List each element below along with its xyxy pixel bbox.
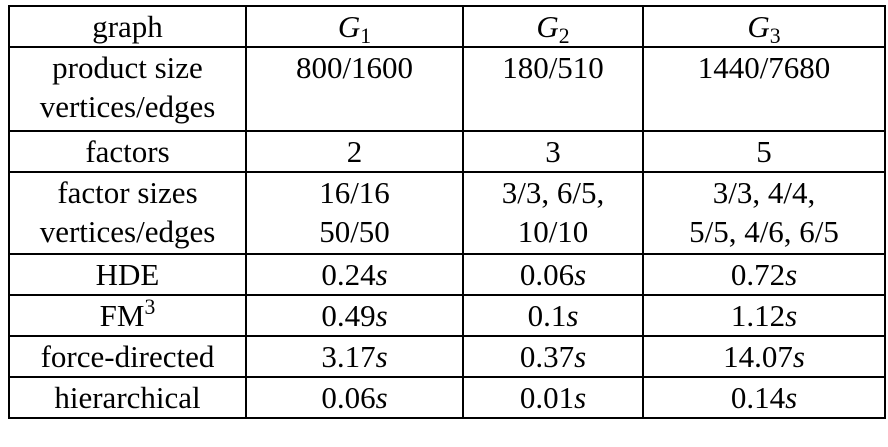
timing-hde-g3: 0.72s xyxy=(642,253,886,296)
header-g1-subscript: 1 xyxy=(360,24,372,49)
timing-force-directed-g2-value: 0.37 xyxy=(519,339,575,374)
timing-hde-g1: 0.24s xyxy=(245,253,464,296)
timing-label-hde: HDE xyxy=(8,253,247,296)
timing-hierarchical-g1-value: 0.06 xyxy=(321,380,376,415)
factors-g3: 5 xyxy=(642,130,886,173)
timing-label-force-directed: force-directed xyxy=(8,335,247,378)
timing-hierarchical-g3-value: 0.14 xyxy=(730,380,786,415)
product-size-row: product size vertices/edges 800/1600 180… xyxy=(8,46,886,132)
product-size-label-cell: product size vertices/edges xyxy=(8,46,247,132)
factor-sizes-g2: 3/3, 6/5, 10/10 xyxy=(462,171,644,255)
factor-sizes-g3-line-2: 5/5, 4/6, 6/5 xyxy=(689,214,839,249)
timing-fm3-g2-unit: s xyxy=(566,298,579,333)
timing-hde-g1-value: 0.24 xyxy=(321,257,376,292)
timing-force-directed-g2: 0.37s xyxy=(462,335,644,378)
factor-sizes-g3: 3/3, 4/4, 5/5, 4/6, 6/5 xyxy=(642,171,886,255)
timing-hierarchical-g2-unit: s xyxy=(574,380,587,415)
timing-fm3-g2-value: 0.1 xyxy=(527,298,567,333)
product-size-label-line-2: vertices/edges xyxy=(39,89,216,124)
product-size-g3: 1440/7680 xyxy=(642,46,886,132)
timing-fm3-g1: 0.49s xyxy=(245,294,464,337)
timing-label-hierarchical: hierarchical xyxy=(8,376,247,419)
factors-g1: 2 xyxy=(245,130,464,173)
timing-label-fm3-text: FM xyxy=(99,298,145,333)
timing-fm3-g3-unit: s xyxy=(785,298,798,333)
header-g2-cell: G2 xyxy=(462,5,644,49)
factor-sizes-label-line-1: factor sizes xyxy=(57,175,198,210)
product-size-label-line-1: product size xyxy=(52,50,203,85)
timing-hierarchical-g2-value: 0.01 xyxy=(519,380,575,415)
timing-fm3-g1-value: 0.49 xyxy=(321,298,376,333)
factor-sizes-row: factor sizes vertices/edges 16/16 50/50 … xyxy=(8,171,886,255)
timing-hde-g1-unit: s xyxy=(375,257,388,292)
timing-hierarchical-g1-unit: s xyxy=(375,380,388,415)
timing-force-directed-g3: 14.07s xyxy=(642,335,886,378)
timing-label-hde-text: HDE xyxy=(95,257,160,292)
header-g2-subscript: 2 xyxy=(558,24,570,49)
product-size-g1: 800/1600 xyxy=(245,46,464,132)
timing-label-hierarchical-text: hierarchical xyxy=(54,380,201,415)
factor-sizes-g1-line-1: 16/16 xyxy=(319,175,390,210)
timing-row-force-directed: force-directed 3.17s 0.37s 14.07s xyxy=(8,335,886,378)
timing-hde-g2: 0.06s xyxy=(462,253,644,296)
timing-hierarchical-g3-unit: s xyxy=(785,380,798,415)
factors-label: factors xyxy=(8,130,247,173)
timing-force-directed-g1-value: 3.17 xyxy=(321,339,376,374)
factor-sizes-g1: 16/16 50/50 xyxy=(245,171,464,255)
timing-force-directed-g2-unit: s xyxy=(574,339,587,374)
header-g3-symbol: G xyxy=(747,9,770,44)
timing-row-fm3: FM3 0.49s 0.1s 1.12s xyxy=(8,294,886,337)
header-g3-subscript: 3 xyxy=(769,24,781,49)
timing-label-fm3: FM3 xyxy=(8,294,247,337)
factor-sizes-g1-line-2: 50/50 xyxy=(319,214,390,249)
factor-sizes-g2-line-2: 10/10 xyxy=(517,214,589,249)
header-label: graph xyxy=(92,9,163,44)
factor-sizes-g3-line-1: 3/3, 4/4, xyxy=(712,175,816,210)
header-g2-symbol: G xyxy=(536,9,559,44)
timing-label-force-directed-text: force-directed xyxy=(40,339,215,374)
factors-g2: 3 xyxy=(462,130,644,173)
timing-label-fm3-sup: 3 xyxy=(144,295,156,320)
timing-hde-g2-value: 0.06 xyxy=(519,257,575,292)
timing-force-directed-g3-value: 14.07 xyxy=(723,339,793,374)
header-g3-cell: G3 xyxy=(642,5,886,49)
header-g1-cell: G1 xyxy=(245,5,464,49)
timing-hierarchical-g2: 0.01s xyxy=(462,376,644,419)
timing-row-hde: HDE 0.24s 0.06s 0.72s xyxy=(8,253,886,296)
timing-force-directed-g1: 3.17s xyxy=(245,335,464,378)
header-row: graph G1 G2 G3 xyxy=(8,5,886,49)
timing-fm3-g2: 0.1s xyxy=(462,294,644,337)
factors-row: factors 2 3 5 xyxy=(8,130,886,173)
timing-hierarchical-g3: 0.14s xyxy=(642,376,886,419)
timing-fm3-g3-value: 1.12 xyxy=(730,298,786,333)
timing-force-directed-g1-unit: s xyxy=(375,339,388,374)
product-size-g2: 180/510 xyxy=(462,46,644,132)
timing-hierarchical-g1: 0.06s xyxy=(245,376,464,419)
timing-row-hierarchical: hierarchical 0.06s 0.01s 0.14s xyxy=(8,376,886,419)
timing-hde-g3-value: 0.72 xyxy=(730,257,786,292)
timing-hde-g3-unit: s xyxy=(785,257,798,292)
factor-sizes-g2-line-1: 3/3, 6/5, xyxy=(501,175,605,210)
timing-fm3-g1-unit: s xyxy=(375,298,388,333)
comparison-table: graph G1 G2 G3 product size vertices/edg… xyxy=(8,5,886,419)
timing-hde-g2-unit: s xyxy=(574,257,587,292)
header-label-cell: graph xyxy=(8,5,247,48)
timing-force-directed-g3-unit: s xyxy=(792,339,805,374)
factor-sizes-label-line-2: vertices/edges xyxy=(39,214,216,249)
factor-sizes-label-cell: factor sizes vertices/edges xyxy=(8,171,247,255)
header-g1-symbol: G xyxy=(337,9,361,44)
timing-fm3-g3: 1.12s xyxy=(642,294,886,337)
